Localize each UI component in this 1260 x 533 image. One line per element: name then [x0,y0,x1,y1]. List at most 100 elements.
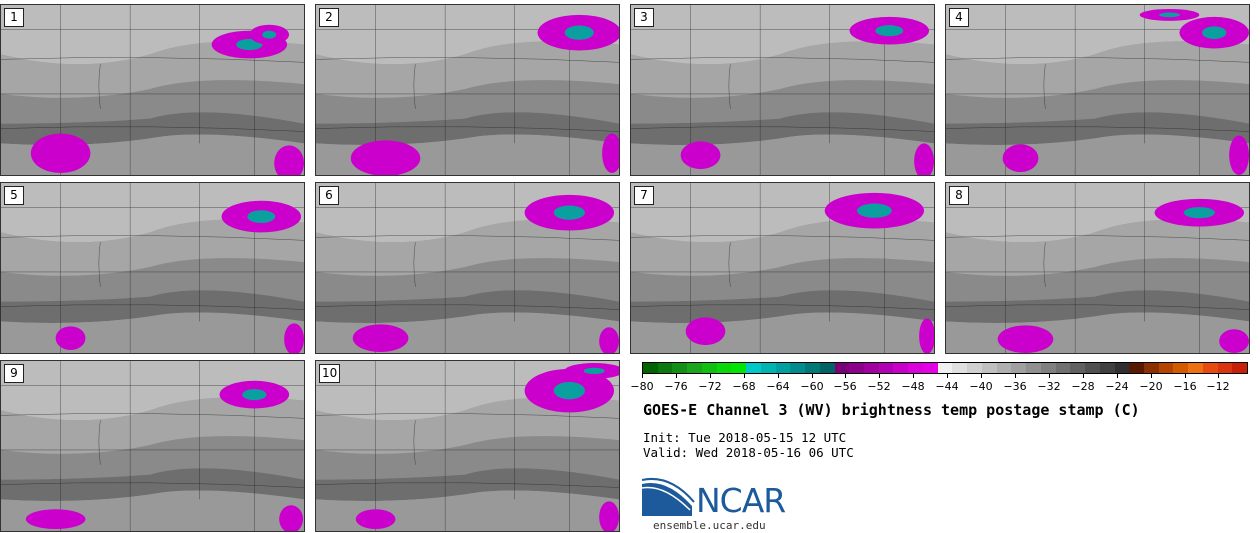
state-border [1,304,304,310]
colorbar-swatch [716,363,732,373]
coldest-core [242,389,267,401]
colorbar-tick-label: −20 [1139,380,1163,393]
colorbar-tick-label: −16 [1173,380,1197,393]
colorbar-swatch [967,363,982,373]
moisture-band [316,80,619,124]
colorbar-ticks: −80 −76 −72 −68 −64 −60 −56 −52 −48 −44 −40 −36 −32−… [630,374,1248,394]
panel-label: 6 [319,186,339,205]
moisture-band [631,112,934,146]
state-border [631,235,934,241]
water-vapor-map [316,361,619,531]
moisture-band [1,397,304,454]
coldest-core [1202,26,1227,39]
state-border [316,413,619,419]
colorbar-swatch [1099,363,1115,373]
colorbar-swatch [731,363,747,373]
colorbar-swatch [893,363,909,373]
moisture-band [316,258,619,302]
cold-cloud-region [1219,329,1249,353]
state-border [98,64,101,109]
colorbar-tick [778,374,779,378]
moisture-band [946,41,1249,98]
colorbar-swatch [790,363,806,373]
panel-label: 8 [949,186,969,205]
panel-5: 5 [0,182,305,354]
colorbar-swatch [937,363,953,373]
moisture-band [1,5,304,65]
colorbar-swatch [687,363,702,373]
colorbar-swatch [1232,363,1248,373]
cold-cloud-region [602,133,619,174]
state-border [946,126,1249,132]
coldest-core [1183,207,1215,219]
colorbar-swatch [657,363,673,373]
moisture-band [1,258,304,302]
colorbar-swatch [1085,363,1100,373]
logo-text: NCAR [696,481,786,520]
cold-cloud-region [680,141,721,170]
water-vapor-map [946,183,1249,353]
panel-7: 7 [630,182,935,354]
colorbar-tick-label: −60 [800,380,824,393]
moisture-band [1,361,304,421]
cold-cloud-region [914,143,934,175]
colorbar-tick-label: −32 [1037,380,1061,393]
coldest-core [1159,12,1180,18]
colorbar-swatch [878,363,894,373]
moisture-band [631,290,934,324]
colorbar [642,362,1248,374]
panel-label: 2 [319,8,339,27]
cold-cloud-region [685,317,726,346]
init-time: Init: Tue 2018-05-15 12 UTC [643,430,847,445]
moisture-band [631,258,934,302]
colorbar-tick [676,374,677,378]
coldest-core [875,25,904,37]
state-border [413,420,416,465]
cold-cloud-region [30,133,91,174]
state-border [946,57,1249,63]
water-vapor-map [1,183,304,353]
colorbar-tick [879,374,880,378]
panel-1: 1 [0,4,305,176]
site-url: ensemble.ucar.edu [653,519,766,532]
colorbar-swatch [1173,363,1189,373]
cold-cloud-region [55,326,86,351]
moisture-band [631,219,934,276]
colorbar-tick-label: −56 [833,380,857,393]
moisture-band [1,436,304,480]
moisture-band [1,290,304,324]
colorbar-swatch [1055,363,1071,373]
moisture-band [631,5,934,65]
coldest-core [583,367,605,375]
colorbar-swatch [1040,363,1056,373]
coldest-core [262,30,277,39]
colorbar-tick [947,374,948,378]
coldest-core [564,25,594,40]
state-border [946,235,1249,241]
colorbar-swatch [1026,363,1041,373]
cold-cloud-region [599,501,619,531]
state-border [316,235,619,241]
panel-2: 2 [315,4,620,176]
colorbar-tick [710,374,711,378]
state-border [1,413,304,419]
panel-3: 3 [630,4,935,176]
moisture-band [316,41,619,98]
colorbar-swatch [1070,363,1086,373]
water-vapor-map [631,183,934,353]
colorbar-tick-label: −36 [1003,380,1027,393]
state-border [98,242,101,287]
colorbar-swatch [1114,363,1130,373]
state-border [1043,242,1046,287]
panel-9: 9 [0,360,305,532]
moisture-band [631,80,934,124]
water-vapor-map [946,5,1249,175]
cold-cloud-region [279,505,304,531]
colorbar-tick [1185,374,1186,378]
state-border [631,126,934,132]
panel-6: 6 [315,182,620,354]
colorbar-tick-label: −52 [867,380,891,393]
moisture-band [946,258,1249,302]
moisture-band [316,5,619,65]
state-border [316,482,619,488]
